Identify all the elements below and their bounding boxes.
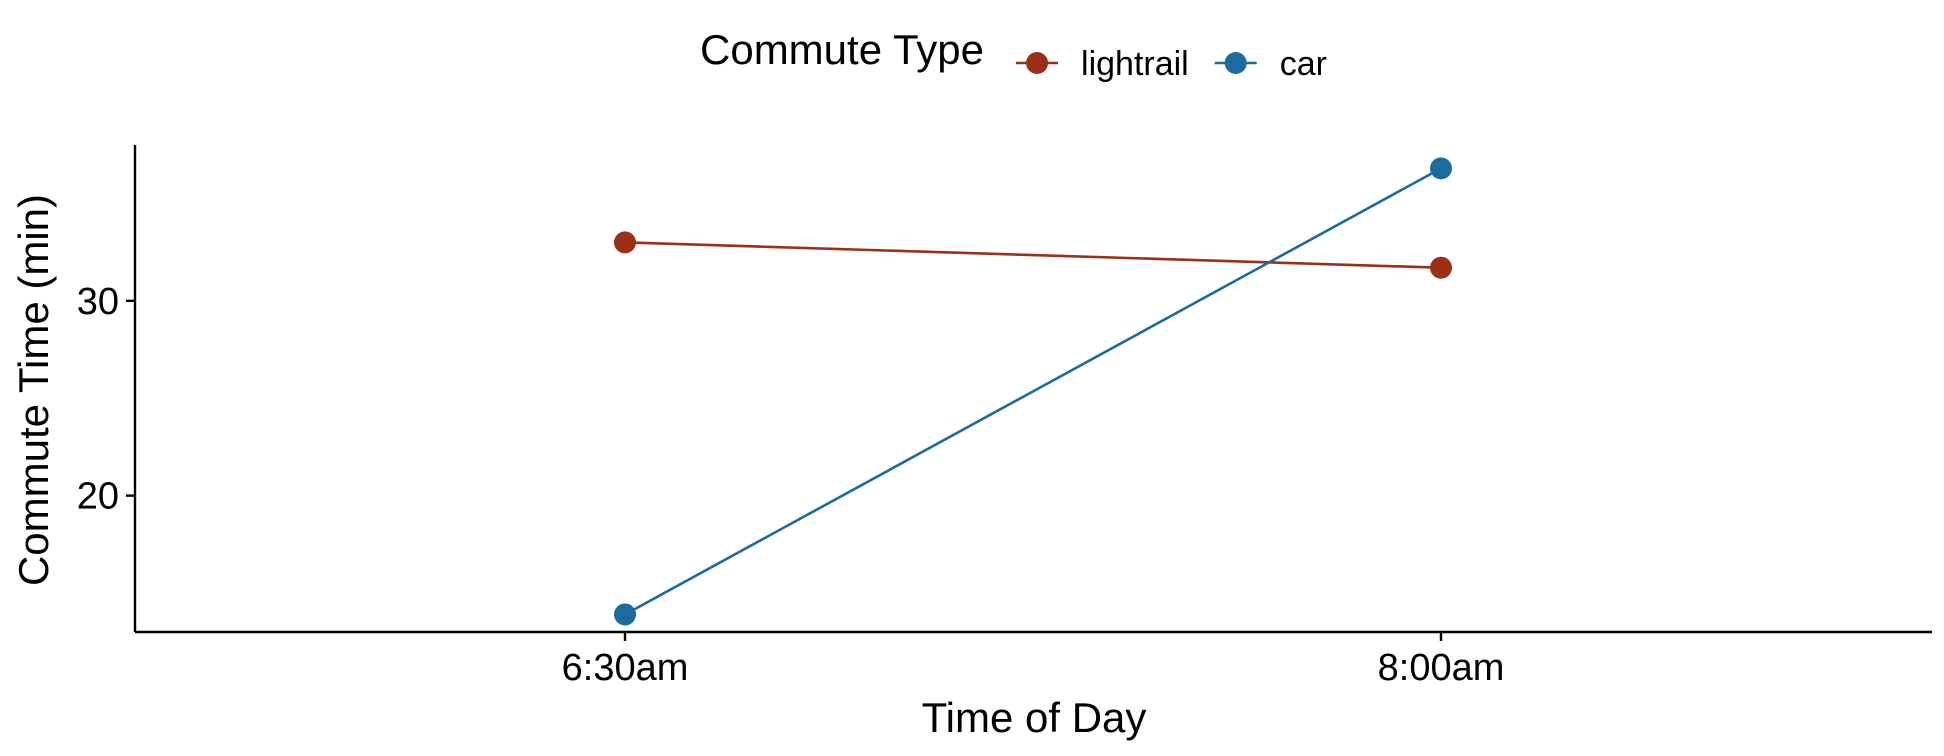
- x-tick-label: 6:30am: [562, 647, 689, 689]
- series-lightrail: [614, 231, 1452, 279]
- legend-title: Commute Type: [700, 26, 984, 73]
- legend-label: lightrail: [1081, 45, 1189, 83]
- legend-key-point: [1026, 52, 1049, 74]
- data-point-car: [1430, 157, 1452, 180]
- x-axis-title: Time of Day: [922, 694, 1147, 741]
- series-car: [614, 157, 1452, 626]
- x-tick-label: 8:00am: [1378, 647, 1505, 689]
- y-tick-label: 20: [77, 476, 119, 518]
- data-point-lightrail: [614, 231, 636, 254]
- y-tick-label: 30: [77, 281, 119, 323]
- data-point-car: [614, 603, 636, 626]
- legend-item-car: car: [1214, 45, 1327, 83]
- series-layer: [614, 157, 1452, 626]
- legend-key-point: [1224, 52, 1247, 74]
- legend-label: car: [1280, 45, 1327, 83]
- legend: Commute Type lightrail car: [700, 26, 1327, 83]
- data-point-lightrail: [1430, 256, 1452, 279]
- legend-item-lightrail: lightrail: [1016, 45, 1189, 83]
- series-line-car: [624, 167, 1442, 616]
- axes: 20 30 6:30am 8:00am: [77, 145, 1932, 689]
- y-axis-title: Commute Time (min): [10, 194, 57, 586]
- series-line-lightrail: [624, 241, 1442, 270]
